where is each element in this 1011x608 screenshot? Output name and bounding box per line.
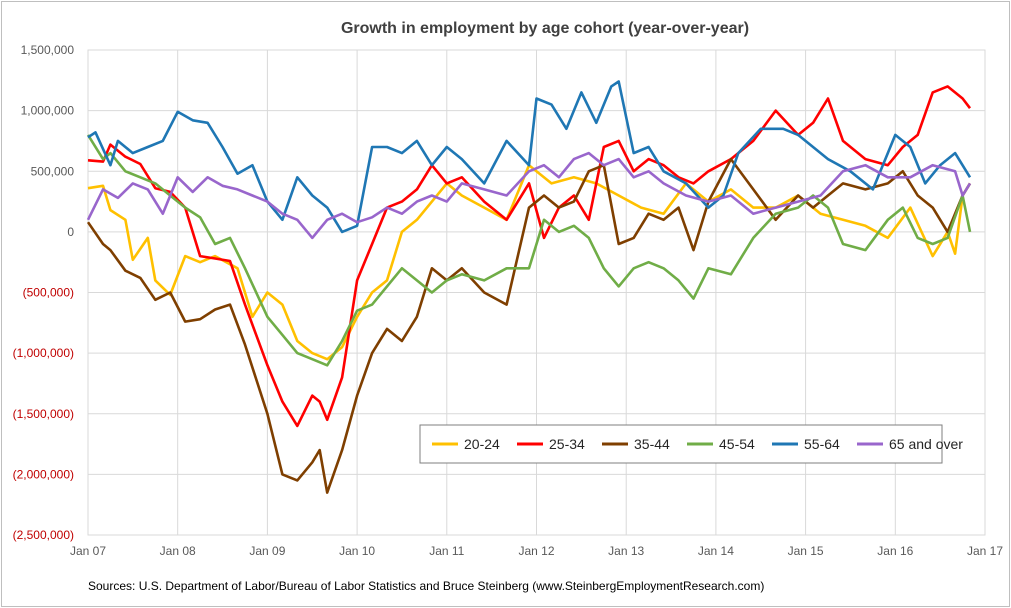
y-tick-label: 500,000 <box>31 164 75 178</box>
x-axis: Jan 07 Jan 08 Jan 09 Jan 10 Jan 11 Jan 12 Jan … <box>70 544 1003 558</box>
x-tick-label: Jan 16 <box>877 544 913 558</box>
x-tick-label: Jan 17 <box>967 544 1003 558</box>
x-tick-label: Jan 10 <box>339 544 375 558</box>
legend-label: 20-24 <box>464 436 500 452</box>
series-line-55-64 <box>87 80 972 234</box>
y-tick-label: (500,000) <box>23 286 74 300</box>
series-line-20-24 <box>87 163 972 361</box>
x-tick-label: Jan 08 <box>160 544 196 558</box>
y-tick-label: (2,500,000) <box>13 528 74 542</box>
series-layer <box>86 80 972 494</box>
y-tick-label: (2,000,000) <box>13 467 74 481</box>
x-tick-label: Jan 13 <box>608 544 644 558</box>
y-tick-label: 1,500,000 <box>21 43 75 57</box>
legend-label: 55-64 <box>804 436 840 452</box>
source-note: Sources: U.S. Department of Labor/Bureau… <box>88 579 764 593</box>
legend: 20-24 25-34 35-44 45-54 55-64 65 and over <box>419 424 963 464</box>
x-tick-label: Jan 12 <box>518 544 554 558</box>
x-tick-label: Jan 14 <box>698 544 734 558</box>
x-tick-label: Jan 07 <box>70 544 106 558</box>
chart-title: Growth in employment by age cohort (year… <box>341 20 749 37</box>
x-tick-label: Jan 09 <box>249 544 285 558</box>
series-line-25-34 <box>87 85 972 428</box>
legend-label: 45-54 <box>719 436 755 452</box>
series-line-65-and-over <box>86 151 972 240</box>
legend-label: 25-34 <box>549 436 585 452</box>
series-line-35-44 <box>86 157 972 494</box>
y-tick-label: 0 <box>67 225 74 239</box>
y-axis: 1,500,000 1,000,000 500,000 0 (500,000) (1,00… <box>13 43 75 542</box>
legend-box <box>419 424 943 464</box>
legend-label: 35-44 <box>634 436 670 452</box>
y-tick-label: (1,500,000) <box>13 407 74 421</box>
series-line-45-54 <box>86 134 972 367</box>
x-tick-label: Jan 11 <box>429 544 464 558</box>
legend-label: 65 and over <box>889 436 963 452</box>
y-tick-label: (1,000,000) <box>13 346 74 360</box>
y-tick-label: 1,000,000 <box>21 104 75 118</box>
x-tick-label: Jan 15 <box>788 544 824 558</box>
